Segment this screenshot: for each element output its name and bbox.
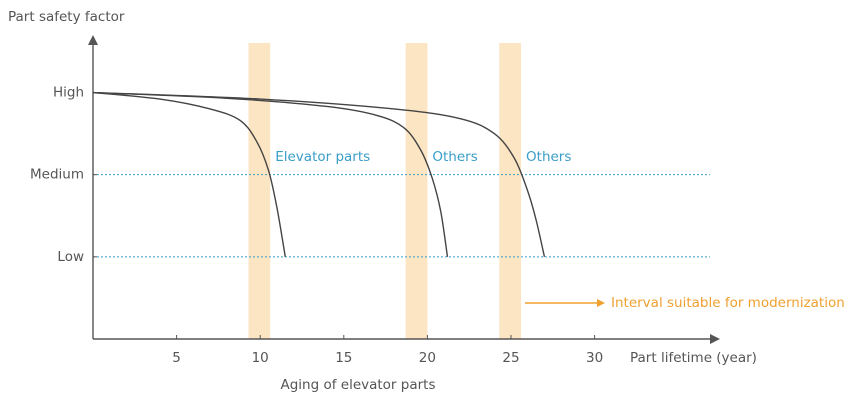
y-tick-label: Low: [57, 249, 84, 265]
modernization-band: [499, 43, 522, 339]
curve: [92, 91, 286, 257]
annotation-text: Interval suitable for modernization: [611, 295, 845, 311]
x-tick-label: 25: [502, 350, 519, 366]
y-tick-label: High: [53, 85, 84, 101]
y-axis-label: Part safety factor: [8, 9, 125, 25]
curve-label: Others: [432, 149, 477, 165]
y-tick-label: Medium: [30, 167, 84, 183]
curve-label: Elevator parts: [275, 149, 370, 165]
annotation-arrowhead: [597, 299, 605, 307]
y-axis-arrow: [88, 35, 98, 45]
modernization-band: [248, 43, 271, 339]
curve: [92, 91, 546, 257]
chart-title: Aging of elevator parts: [280, 377, 435, 393]
x-tick-label: 20: [419, 350, 436, 366]
x-tick-label: 5: [172, 350, 181, 366]
x-tick-label: 15: [335, 350, 352, 366]
x-axis-label: Part lifetime (year): [630, 350, 757, 366]
modernization-band: [405, 43, 428, 339]
x-axis-arrow: [710, 334, 720, 344]
x-tick-label: 30: [586, 350, 603, 366]
curve: [92, 91, 449, 257]
x-tick-label: 10: [252, 350, 269, 366]
curve-label: Others: [526, 149, 571, 165]
